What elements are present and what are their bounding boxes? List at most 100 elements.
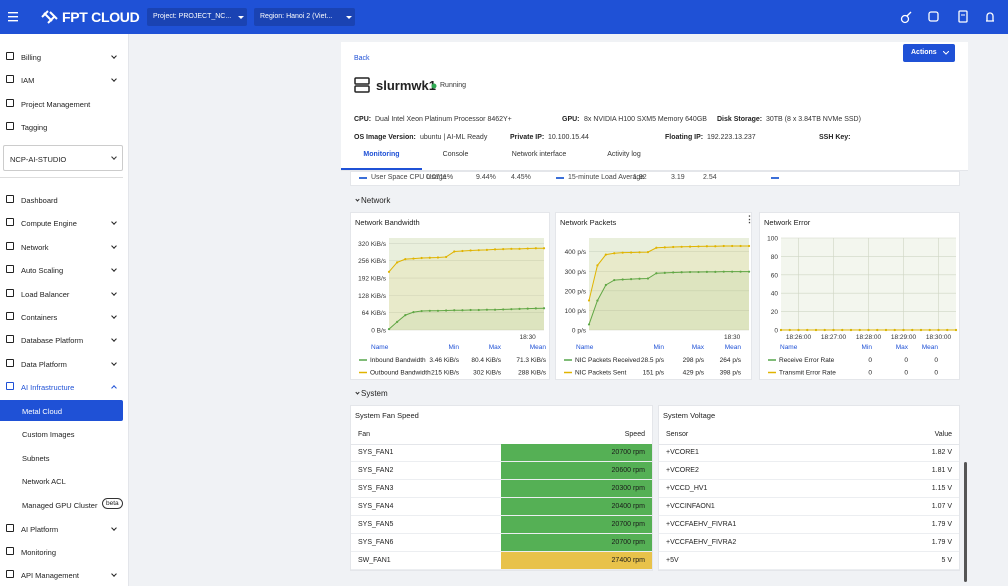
row-divider xyxy=(659,533,959,534)
point xyxy=(902,328,905,332)
panel-menu[interactable]: ⋮ xyxy=(745,214,754,224)
back-link[interactable]: Back xyxy=(354,55,370,62)
menu-item[interactable]: Data Platform xyxy=(0,353,123,374)
point xyxy=(849,328,853,332)
menu-item[interactable]: Subnets xyxy=(0,447,123,468)
menu-item[interactable]: Database Platform xyxy=(0,329,123,350)
legend-stat: 71.3 KiB/s xyxy=(516,357,546,364)
menu-item[interactable]: Project Management xyxy=(0,93,123,114)
legend-stat: 0 xyxy=(904,370,908,377)
point xyxy=(469,308,472,312)
point xyxy=(461,309,464,312)
point xyxy=(797,328,800,332)
region-select[interactable]: Region: Hanoi 2 (Viet... xyxy=(254,8,355,26)
menu-icon xyxy=(6,122,14,131)
point xyxy=(814,328,818,332)
menu-label: AI Platform xyxy=(21,524,59,534)
detail-value: Dual Intel Xeon Platinum Processor 8462Y… xyxy=(375,116,512,123)
menu-item[interactable]: Auto Scaling xyxy=(0,259,123,280)
menu-item[interactable]: Load Balancer xyxy=(0,283,123,304)
actions-button[interactable]: Actions xyxy=(903,44,955,62)
row-divider xyxy=(351,515,652,516)
point xyxy=(469,249,472,252)
table-title: System Fan Speed xyxy=(355,411,419,420)
point xyxy=(596,264,599,267)
menu-item[interactable]: IAM xyxy=(0,69,123,90)
menu-item[interactable]: Compute Engine xyxy=(0,212,123,233)
y-tick-label: 192 KiB/s xyxy=(358,276,387,283)
table-title: System Voltage xyxy=(663,411,716,420)
menu-icon xyxy=(6,382,14,391)
tab-label: Monitoring xyxy=(363,151,400,158)
point xyxy=(542,247,546,250)
point xyxy=(722,270,725,273)
menu-icon[interactable] xyxy=(8,11,20,23)
y-tick-label: 100 xyxy=(767,236,778,243)
detail-label: CPU: xyxy=(354,116,372,123)
point xyxy=(428,309,431,312)
line xyxy=(588,271,749,325)
row-name: +VCCFAEHV_FIVRA2 xyxy=(666,539,737,546)
point xyxy=(919,328,923,332)
menu-item[interactable]: AI Infrastructure xyxy=(0,376,123,397)
project-select[interactable]: NCP-AI-STUDIO xyxy=(3,145,123,171)
point xyxy=(823,328,826,332)
legend-name: NIC Packets Received xyxy=(575,357,640,364)
logo: FPT CLOUD xyxy=(62,9,140,25)
tabs-divider xyxy=(341,170,968,171)
menu-item[interactable]: Monitoring xyxy=(0,541,123,562)
column-header: Fan xyxy=(358,431,371,438)
tab[interactable]: Network interface xyxy=(489,146,589,168)
chart-panel: Network Bandwidth 0 B/s 64 KiB/s 128 KiB/s 1… xyxy=(350,212,550,380)
y-tick-label: 0 B/s xyxy=(371,328,387,335)
detail-label: GPU: xyxy=(562,116,580,123)
menu-item[interactable]: Managed GPU Cluster beta xyxy=(0,494,123,515)
legend-swatch xyxy=(359,177,367,179)
menu-item[interactable]: Custom Images xyxy=(0,423,123,444)
tab[interactable]: Monitoring xyxy=(341,146,422,170)
legend-stat: 398 p/s xyxy=(720,370,742,377)
chevron xyxy=(111,524,117,531)
menu-item[interactable]: Metal Cloud xyxy=(0,399,123,421)
point xyxy=(502,308,505,311)
menu-item[interactable]: AI Platform xyxy=(0,518,123,539)
menu-item[interactable]: API Management xyxy=(0,564,123,585)
status: Running xyxy=(440,82,467,89)
menu-item[interactable]: Containers xyxy=(0,306,123,327)
legend-stat: 80.4 KiB/s xyxy=(471,357,501,364)
menu-item[interactable]: Network ACL xyxy=(0,470,123,491)
menu-item[interactable]: Billing xyxy=(0,46,123,67)
column-header: Speed xyxy=(624,431,645,438)
menu-item[interactable]: Tagging xyxy=(0,116,123,137)
menu-icon xyxy=(6,570,14,579)
metric-stat: 4.45% xyxy=(511,174,531,181)
menu-item[interactable]: Dashboard xyxy=(0,189,123,210)
legend-header: Max xyxy=(896,344,909,351)
row-name: SYS_FAN5 xyxy=(358,521,394,528)
tab[interactable]: Activity log xyxy=(589,146,659,168)
row-name: +VCCINFAON1 xyxy=(666,503,715,510)
metric-name: User Space CPU Usage xyxy=(371,174,447,181)
detail-value: 8x NVIDIA H100 SXM5 Memory 640GB xyxy=(584,116,707,123)
point xyxy=(747,270,751,273)
menu-label: Project Management xyxy=(21,99,91,109)
top-icons[interactable] xyxy=(898,9,998,25)
metric-stat: 1.92 xyxy=(633,174,647,181)
point xyxy=(404,314,407,317)
menu-icon xyxy=(6,335,14,344)
scrollbar[interactable] xyxy=(964,462,967,582)
point xyxy=(688,270,692,274)
legend-stat: 264 p/s xyxy=(720,357,742,364)
row-name: SYS_FAN1 xyxy=(358,449,394,456)
menu-icon xyxy=(6,523,14,532)
menu-label: Monitoring xyxy=(21,548,57,557)
tab[interactable]: Console xyxy=(422,146,489,168)
project-select[interactable]: Project: PROJECT_NC... xyxy=(147,8,247,26)
menu-item[interactable]: Network xyxy=(0,236,123,257)
row-value: 20400 rpm xyxy=(611,503,645,510)
column-header: Value xyxy=(934,431,952,438)
x-tick-label: 18:27:00 xyxy=(821,334,847,341)
chevron xyxy=(111,289,117,296)
point xyxy=(420,256,423,260)
row-divider xyxy=(659,515,959,516)
